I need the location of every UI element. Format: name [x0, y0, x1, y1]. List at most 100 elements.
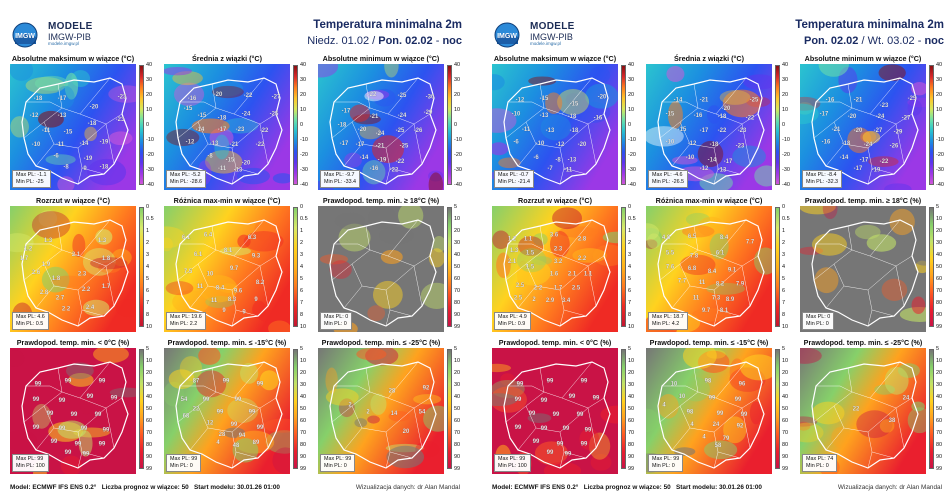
colorbar-tick: -30: [454, 167, 462, 173]
map-blob: [911, 296, 926, 315]
stats-box: Max PL: -4.6 Min PL: -26.5: [648, 170, 689, 188]
country-outline: [329, 219, 437, 327]
map-value-label: -26: [890, 144, 899, 150]
panel-title: Absolutne minimum w wiązce (°C): [804, 54, 922, 63]
map-blob: [811, 233, 847, 256]
imgw-logo-icon: IMGW: [12, 22, 38, 48]
country-outline: [329, 361, 437, 469]
colorbar: [775, 65, 780, 185]
map-value-label: 54: [419, 409, 426, 415]
map-blob: [354, 418, 368, 428]
map-blob: [78, 430, 93, 457]
map-value-label: -13: [718, 167, 727, 173]
map-blob: [237, 234, 251, 249]
map-blob: [685, 212, 711, 227]
country-outline: [657, 77, 765, 185]
colorbar-tick: 8: [300, 312, 304, 318]
stat-min: Min PL: 100: [498, 462, 527, 469]
map-value-label: 1.8: [52, 276, 61, 282]
map-value-label: -8: [207, 153, 213, 159]
brand-url[interactable]: modele.imgw.pl: [530, 40, 562, 46]
map-value-label: 28: [389, 388, 396, 394]
map-value-label: 4: [216, 440, 220, 446]
map-value-label: 54: [181, 397, 188, 403]
map-value-label: 9: [254, 297, 258, 303]
map-blob: [272, 447, 290, 474]
map-blob: [697, 140, 724, 168]
map-value-label: 68: [183, 414, 190, 420]
map-value-label: 7.3: [712, 295, 721, 301]
colorbar-tick: 30: [300, 77, 307, 83]
country-outline: [503, 361, 611, 469]
colorbar-tick: 70: [454, 288, 461, 294]
map-panel: Średnia z wiązki (°C) -16 -20 -22 -27 -15 -15-…: [162, 54, 314, 194]
map-blob: [907, 99, 922, 116]
colorbar-tick: 40: [454, 252, 461, 258]
map-panel: Prawdopod. temp. min. ≤ -15°C (%) 10 98 96 1…: [644, 338, 796, 478]
map-value-label: 99: [59, 398, 66, 404]
map-value-label: -14: [80, 141, 89, 147]
map-value-label: -21: [370, 114, 379, 120]
region-border: [81, 309, 105, 317]
map-value-label: -18: [570, 128, 579, 134]
colorbar-tick: 30: [782, 77, 789, 83]
map-value-label: 9.1: [728, 267, 737, 273]
map-value-label: -27: [902, 116, 911, 122]
map-blob: [706, 282, 746, 295]
map-blob: [386, 445, 425, 469]
panel-title: Prawdopod. temp. min. ≥ 18°C (%): [804, 196, 922, 205]
colorbar-tick: 60: [454, 276, 461, 282]
map-value-label: -25: [750, 97, 759, 103]
map-blob: [364, 91, 384, 102]
colorbar-tick: 5: [300, 276, 304, 282]
map-blob: [743, 74, 772, 90]
panel-title: Prawdopod. temp. min. < 0°C (%): [16, 338, 130, 347]
region-border: [334, 243, 371, 251]
map-value-label: 99: [565, 451, 572, 457]
map-blob: [590, 453, 612, 471]
map-value-label: 7.9: [736, 281, 745, 287]
map-blob: [164, 237, 173, 252]
sheet-title: Temperatura minimalna 2m: [313, 19, 462, 31]
map-value-label: 6.4: [204, 232, 213, 238]
colorbar-tick: 1: [146, 228, 150, 234]
region-border: [211, 77, 265, 115]
region-border: [365, 77, 419, 115]
map-blob: [814, 267, 839, 294]
region-border: [334, 101, 371, 109]
map-value-label: -15: [198, 113, 207, 119]
brand-url[interactable]: modele.imgw.pl: [48, 40, 80, 46]
colorbar: [139, 207, 144, 327]
map-value-label: 8.4: [708, 269, 717, 275]
map-blob: [749, 401, 762, 425]
colorbar-tick: -30: [782, 167, 790, 173]
stat-min: Min PL: 100: [16, 462, 45, 469]
map-value-label: 2.4: [86, 305, 95, 311]
map-svg: 28 92 2 2 14 54 20: [318, 348, 444, 474]
map-blob: [492, 379, 525, 399]
map-value-label: -12: [700, 166, 709, 172]
map-blob: [572, 248, 607, 263]
map-blob: [709, 233, 729, 260]
colorbar-tick: 0: [454, 122, 458, 128]
map-blob: [51, 275, 86, 288]
map-value-label: -16: [694, 113, 703, 119]
colorbar-tick: 80: [454, 300, 461, 306]
region-border: [871, 451, 895, 459]
map-value-label: -6: [533, 155, 539, 161]
colorbar-tick: 0: [146, 122, 150, 128]
map-value-label: 99: [515, 397, 522, 403]
map-value-label: 11: [211, 298, 218, 304]
map-value-label: 99: [249, 409, 256, 415]
map-blob: [82, 247, 116, 276]
map-value-label: 1.2: [24, 246, 33, 252]
map-blob: [498, 157, 521, 169]
stat-min: Min PL: 0: [806, 320, 829, 327]
colorbar-tick: 5: [628, 276, 632, 282]
map-blob: [95, 229, 113, 245]
map-svg: 1.2 1.3 1.3 1.7 1.9 2.1 1.8 2.6 1.8 2.3 2.8 2.7 2.2 1…: [10, 206, 136, 332]
map-value-label: -10: [666, 139, 675, 145]
map-value-label: 2.3: [554, 246, 563, 252]
map-value-label: -24: [876, 114, 885, 120]
map-value-label: 6.1: [194, 252, 203, 258]
